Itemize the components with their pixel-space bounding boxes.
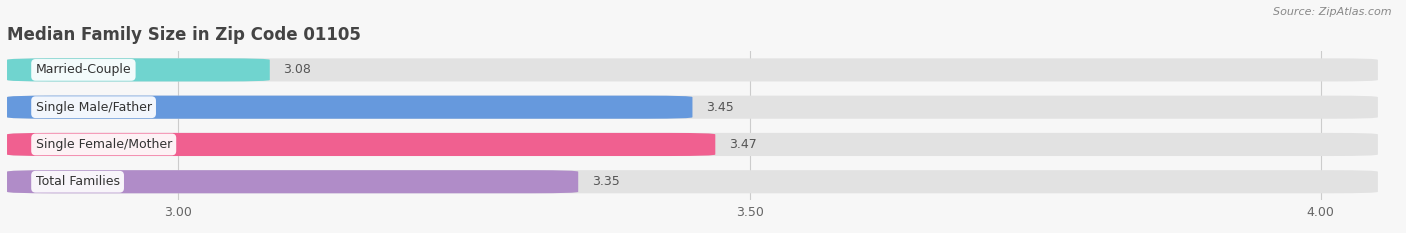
Text: Married-Couple: Married-Couple — [35, 63, 131, 76]
FancyBboxPatch shape — [7, 170, 1378, 193]
FancyBboxPatch shape — [7, 133, 716, 156]
FancyBboxPatch shape — [7, 96, 1378, 119]
FancyBboxPatch shape — [7, 96, 693, 119]
FancyBboxPatch shape — [7, 133, 1378, 156]
Text: Single Female/Mother: Single Female/Mother — [35, 138, 172, 151]
Text: 3.35: 3.35 — [592, 175, 620, 188]
FancyBboxPatch shape — [7, 58, 1378, 82]
Text: 3.47: 3.47 — [730, 138, 756, 151]
FancyBboxPatch shape — [7, 58, 270, 82]
Text: 3.45: 3.45 — [706, 101, 734, 114]
Text: Total Families: Total Families — [35, 175, 120, 188]
Text: 3.08: 3.08 — [284, 63, 311, 76]
FancyBboxPatch shape — [7, 170, 578, 193]
Text: Single Male/Father: Single Male/Father — [35, 101, 152, 114]
Text: Median Family Size in Zip Code 01105: Median Family Size in Zip Code 01105 — [7, 26, 361, 44]
Text: Source: ZipAtlas.com: Source: ZipAtlas.com — [1274, 7, 1392, 17]
